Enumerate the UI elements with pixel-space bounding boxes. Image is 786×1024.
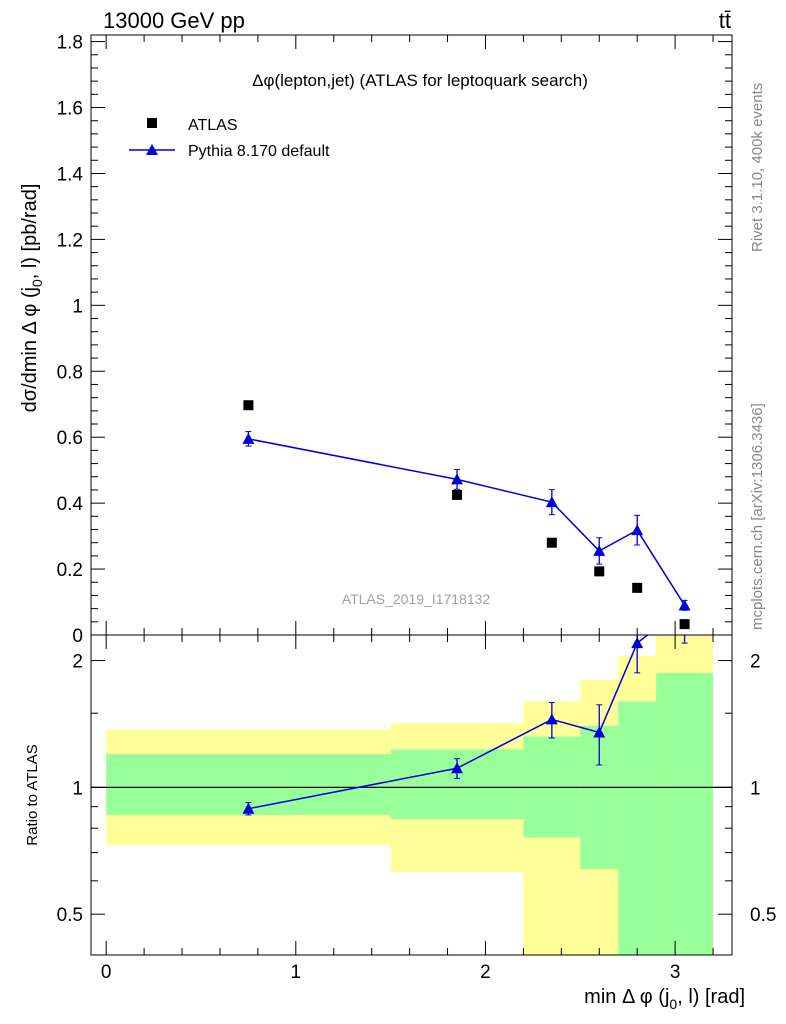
- x-tick-label: 2: [480, 962, 491, 983]
- atlas-point: [546, 537, 557, 548]
- atlas-point: [594, 566, 605, 577]
- legend-pythia-label: Pythia 8.170 default: [188, 143, 330, 160]
- ratio-pythia-point: [631, 637, 644, 649]
- main-y-tick-label: 1: [72, 296, 83, 317]
- pythia-point: [631, 524, 644, 536]
- ratio-pythia-point: [545, 713, 558, 725]
- pythia-point: [242, 432, 255, 444]
- energy-label: 13000 GeV pp: [103, 8, 245, 33]
- pythia-point: [545, 496, 558, 508]
- legend: ATLAS Pythia 8.170 default: [129, 117, 330, 160]
- pythia-line: [248, 438, 686, 606]
- atlas-point: [679, 619, 690, 630]
- pythia-point: [451, 473, 464, 485]
- ratio-panel: 0.5 0.5 1 1 2 2 0 1 2 3 Ratio to ATLAS min Δ φ (j…: [24, 634, 776, 1012]
- ratio-band-green: [618, 701, 657, 955]
- ratio-pythia-line: [248, 635, 649, 810]
- pythia-point: [678, 599, 691, 611]
- x-axis-label: min Δ φ (j0, l) [rad]: [584, 986, 745, 1012]
- ratio-pythia-point: [451, 762, 464, 774]
- legend-pythia-marker: [146, 144, 158, 155]
- main-panel: 0 0.2 0.4 0.6 0.8 1 1.2 1.4 1.6 1.8 Δφ(lepton,jet…: [19, 33, 733, 647]
- ratio-band-green: [656, 672, 714, 955]
- ratio-y-tick-label-right: 1: [750, 778, 761, 799]
- ratio-frame: [90, 634, 733, 956]
- ratio-y-tick-label-left: 2: [72, 652, 83, 673]
- ratio-pythia-point: [242, 802, 255, 814]
- x-tick-label: 1: [291, 962, 302, 983]
- analysis-label: ATLAS_2019_I1718132: [342, 591, 491, 607]
- main-y-tick-label: 1.4: [57, 164, 84, 185]
- atlas-point: [452, 489, 463, 500]
- main-y-tick-label: 0.8: [57, 362, 83, 383]
- atlas-point: [243, 400, 254, 411]
- main-y-axis-label: dσ/dmin Δ φ (j0, l) [pb/rad]: [19, 184, 45, 413]
- pythia-point: [593, 544, 606, 556]
- main-y-tick-label: 1.2: [57, 230, 83, 251]
- ratio-y-tick-label-right: 0.5: [750, 905, 776, 926]
- ratio-pythia-point: [593, 726, 606, 738]
- ratio-y-tick-label-left: 1: [72, 778, 83, 799]
- process-label: tt̄: [719, 8, 731, 33]
- x-tick-label: 0: [101, 962, 112, 983]
- rivet-label: Rivet 3.1.10, 400k events: [749, 83, 766, 252]
- main-y-tick-label: 0: [72, 626, 83, 647]
- main-y-tick-label: 0.4: [57, 494, 84, 515]
- x-tick-label: 3: [670, 962, 681, 983]
- ratio-y-tick-label-right: 2: [750, 652, 761, 673]
- legend-atlas-marker: [147, 118, 157, 128]
- legend-atlas-label: ATLAS: [188, 117, 238, 134]
- main-y-tick-label: 1.8: [57, 33, 83, 54]
- main-title: Δφ(lepton,jet) (ATLAS for leptoquark sea…: [252, 71, 588, 90]
- mcplots-label: mcplots.cern.ch [arXiv:1306.3436]: [749, 403, 766, 630]
- ratio-y-tick-label-left: 0.5: [57, 905, 83, 926]
- main-y-tick-label: 0.2: [57, 560, 83, 581]
- main-y-tick-label: 0.6: [57, 428, 83, 449]
- ratio-y-axis-label: Ratio to ATLAS: [24, 744, 41, 845]
- atlas-point: [632, 582, 643, 593]
- main-y-tick-label: 1.6: [57, 99, 83, 120]
